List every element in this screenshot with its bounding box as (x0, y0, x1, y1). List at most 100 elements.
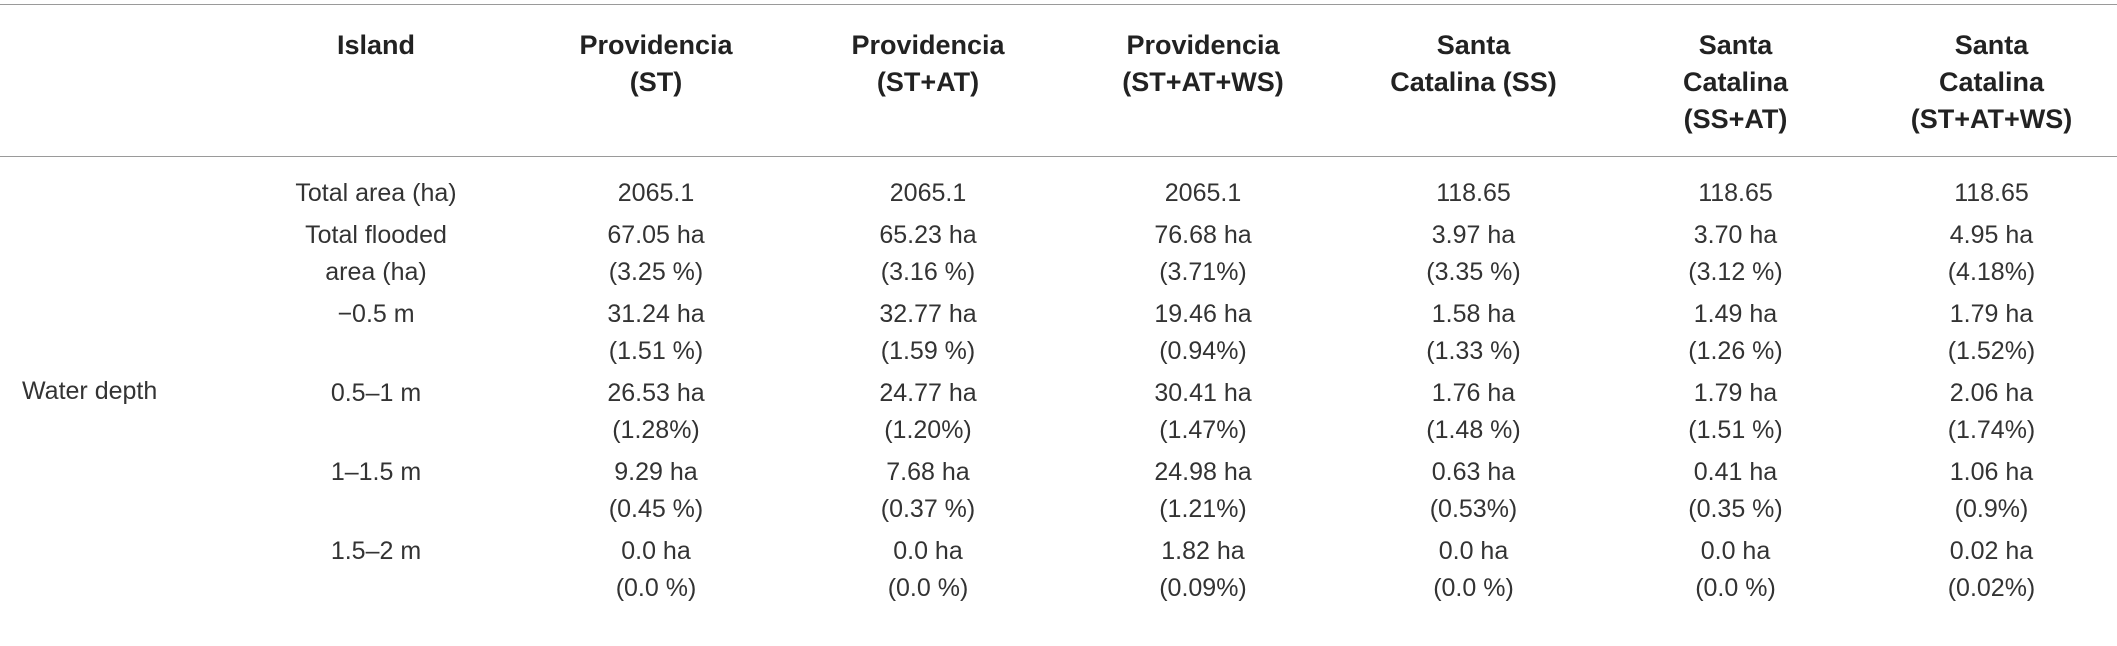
cell-value: 67.05 ha (607, 221, 705, 249)
cell-percentage: (1.28%) (612, 416, 700, 444)
table-cell: 118.65 (1866, 157, 2117, 218)
cell-percentage: (3.12 %) (1688, 258, 1783, 286)
cell-value: 30.41 ha (1154, 379, 1252, 407)
table-row: 1.5–2 m 0.0 ha (0.0 %) 0.0 ha (0.0 %) 1.82 ha… (0, 533, 2117, 612)
column-header-line: Santa (1698, 30, 1773, 60)
cell-value: 7.68 ha (886, 458, 970, 486)
row-label: 0.5–1 m (232, 375, 520, 454)
cell-percentage: (4.18%) (1947, 258, 2036, 286)
row-label-line: area (ha) (325, 258, 427, 286)
column-header-3: Providencia (ST+AT) (792, 5, 1064, 157)
table-cell: 1.49 ha (1.26 %) (1605, 296, 1866, 375)
column-header-2: Providencia (ST) (520, 5, 792, 157)
table-cell: 0.41 ha (0.35 %) (1605, 454, 1866, 533)
cell-value: 24.77 ha (879, 379, 977, 407)
table-row: Total flooded area (ha) 67.05 ha (3.25 %) 65… (0, 217, 2117, 296)
cell-value: 65.23 ha (879, 221, 977, 249)
table-cell: 1.82 ha (0.09%) (1064, 533, 1342, 612)
cell-percentage: (1.51 %) (608, 337, 704, 365)
cell-value: 0.02 ha (1949, 537, 2034, 565)
table-cell: 26.53 ha (1.28%) (520, 375, 792, 454)
cell-value: 1.76 ha (1431, 379, 1516, 407)
cell-value: 3.70 ha (1693, 221, 1778, 249)
column-header-line: (ST) (629, 67, 683, 97)
cell-percentage: (3.71%) (1159, 258, 1247, 286)
cell-value: 2065.1 (617, 179, 695, 207)
table-cell: 7.68 ha (0.37 %) (792, 454, 1064, 533)
cell-percentage: (1.59 %) (880, 337, 976, 365)
table-cell: 1.76 ha (1.48 %) (1342, 375, 1605, 454)
row-label-line: 1–1.5 m (330, 458, 422, 486)
flooded-area-table: Island Providencia (ST) Providencia (ST+AT) P… (0, 4, 2117, 612)
table-body: Water depth Total area (ha) 2065.1 2065.1 20… (0, 157, 2117, 613)
table-cell: 4.95 ha (4.18%) (1866, 217, 2117, 296)
cell-value: 1.58 ha (1431, 300, 1516, 328)
table-cell: 0.0 ha (0.0 %) (1342, 533, 1605, 612)
cell-value: 26.53 ha (607, 379, 705, 407)
table-cell: 9.29 ha (0.45 %) (520, 454, 792, 533)
table-cell: 30.41 ha (1.47%) (1064, 375, 1342, 454)
column-header-line: Providencia (579, 30, 733, 60)
cell-percentage: (0.9%) (1954, 495, 2029, 523)
cell-percentage: (0.0 %) (1695, 574, 1776, 602)
cell-value: 1.06 ha (1949, 458, 2034, 486)
cell-percentage: (1.33 %) (1426, 337, 1521, 365)
table-cell: 76.68 ha (3.71%) (1064, 217, 1342, 296)
table-row: 1–1.5 m 9.29 ha (0.45 %) 7.68 ha (0.37 %) 24.… (0, 454, 2117, 533)
cell-percentage: (1.74%) (1947, 416, 2036, 444)
row-label: Total flooded area (ha) (232, 217, 520, 296)
row-label: 1–1.5 m (232, 454, 520, 533)
cell-value: 19.46 ha (1154, 300, 1252, 328)
cell-percentage: (0.0 %) (1433, 574, 1514, 602)
cell-value: 31.24 ha (607, 300, 705, 328)
cell-value: 9.29 ha (614, 458, 698, 486)
table-row: Water depth Total area (ha) 2065.1 2065.1 20… (0, 157, 2117, 405)
cell-percentage: (1.26 %) (1688, 337, 1783, 365)
cell-percentage: (0.02%) (1947, 574, 2036, 602)
cell-percentage: (0.0 %) (615, 574, 697, 602)
row-label: Total area (ha) (232, 157, 520, 218)
cell-percentage: (3.35 %) (1426, 258, 1521, 286)
column-header-line: (ST+AT) (876, 67, 980, 97)
cell-value: 118.65 (1954, 179, 2029, 207)
cell-value: 1.82 ha (1161, 537, 1245, 565)
row-label-line: 0.5–1 m (330, 379, 422, 407)
table-cell: 24.77 ha (1.20%) (792, 375, 1064, 454)
header-row: Island Providencia (ST) Providencia (ST+AT) P… (0, 4, 2117, 157)
column-header-line: (ST+AT+WS) (1122, 67, 1284, 97)
column-header-line: (ST+AT+WS) (1910, 104, 2073, 134)
column-header-7: Santa Catalina (ST+AT+WS) (1866, 5, 2117, 157)
table-cell: 1.06 ha (0.9%) (1866, 454, 2117, 533)
table-cell: 0.0 ha (0.0 %) (792, 533, 1064, 612)
cell-value: 2065.1 (1164, 179, 1242, 207)
column-header-line: Catalina (SS) (1390, 67, 1557, 97)
row-label: 1.5–2 m (232, 533, 520, 612)
cell-value: 118.65 (1698, 179, 1773, 207)
cell-value: 4.95 ha (1949, 221, 2034, 249)
column-header-4: Providencia (ST+AT+WS) (1064, 5, 1342, 157)
table-cell: 0.0 ha (0.0 %) (520, 533, 792, 612)
cell-value: 1.79 ha (1949, 300, 2034, 328)
table-cell: 0.63 ha (0.53%) (1342, 454, 1605, 533)
row-label-line: Total area (ha) (295, 179, 457, 207)
table-row: −0.5 m 31.24 ha (1.51 %) 32.77 ha (1.59 %) 19… (0, 296, 2117, 375)
column-header-line: Santa (1436, 30, 1511, 60)
cell-percentage: (0.0 %) (887, 574, 969, 602)
cell-value: 3.97 ha (1431, 221, 1516, 249)
cell-percentage: (1.51 %) (1688, 416, 1783, 444)
table-cell: 24.98 ha (1.21%) (1064, 454, 1342, 533)
cell-percentage: (0.09%) (1159, 574, 1247, 602)
column-header-1: Island (232, 5, 520, 157)
cell-percentage: (1.52%) (1947, 337, 2036, 365)
table-row: 0.5–1 m 26.53 ha (1.28%) 24.77 ha (1.20%) 30.… (0, 375, 2117, 454)
cell-value: 0.63 ha (1431, 458, 1516, 486)
cell-percentage: (1.47%) (1159, 416, 1247, 444)
column-header-line: (SS+AT) (1683, 104, 1788, 134)
cell-value: 32.77 ha (879, 300, 977, 328)
row-label-line: 1.5–2 m (330, 537, 422, 565)
cell-value: 1.49 ha (1693, 300, 1778, 328)
column-header-line: Providencia (851, 30, 1005, 60)
column-header-line: Island (336, 30, 416, 60)
cell-value: 0.0 ha (1438, 537, 1509, 565)
